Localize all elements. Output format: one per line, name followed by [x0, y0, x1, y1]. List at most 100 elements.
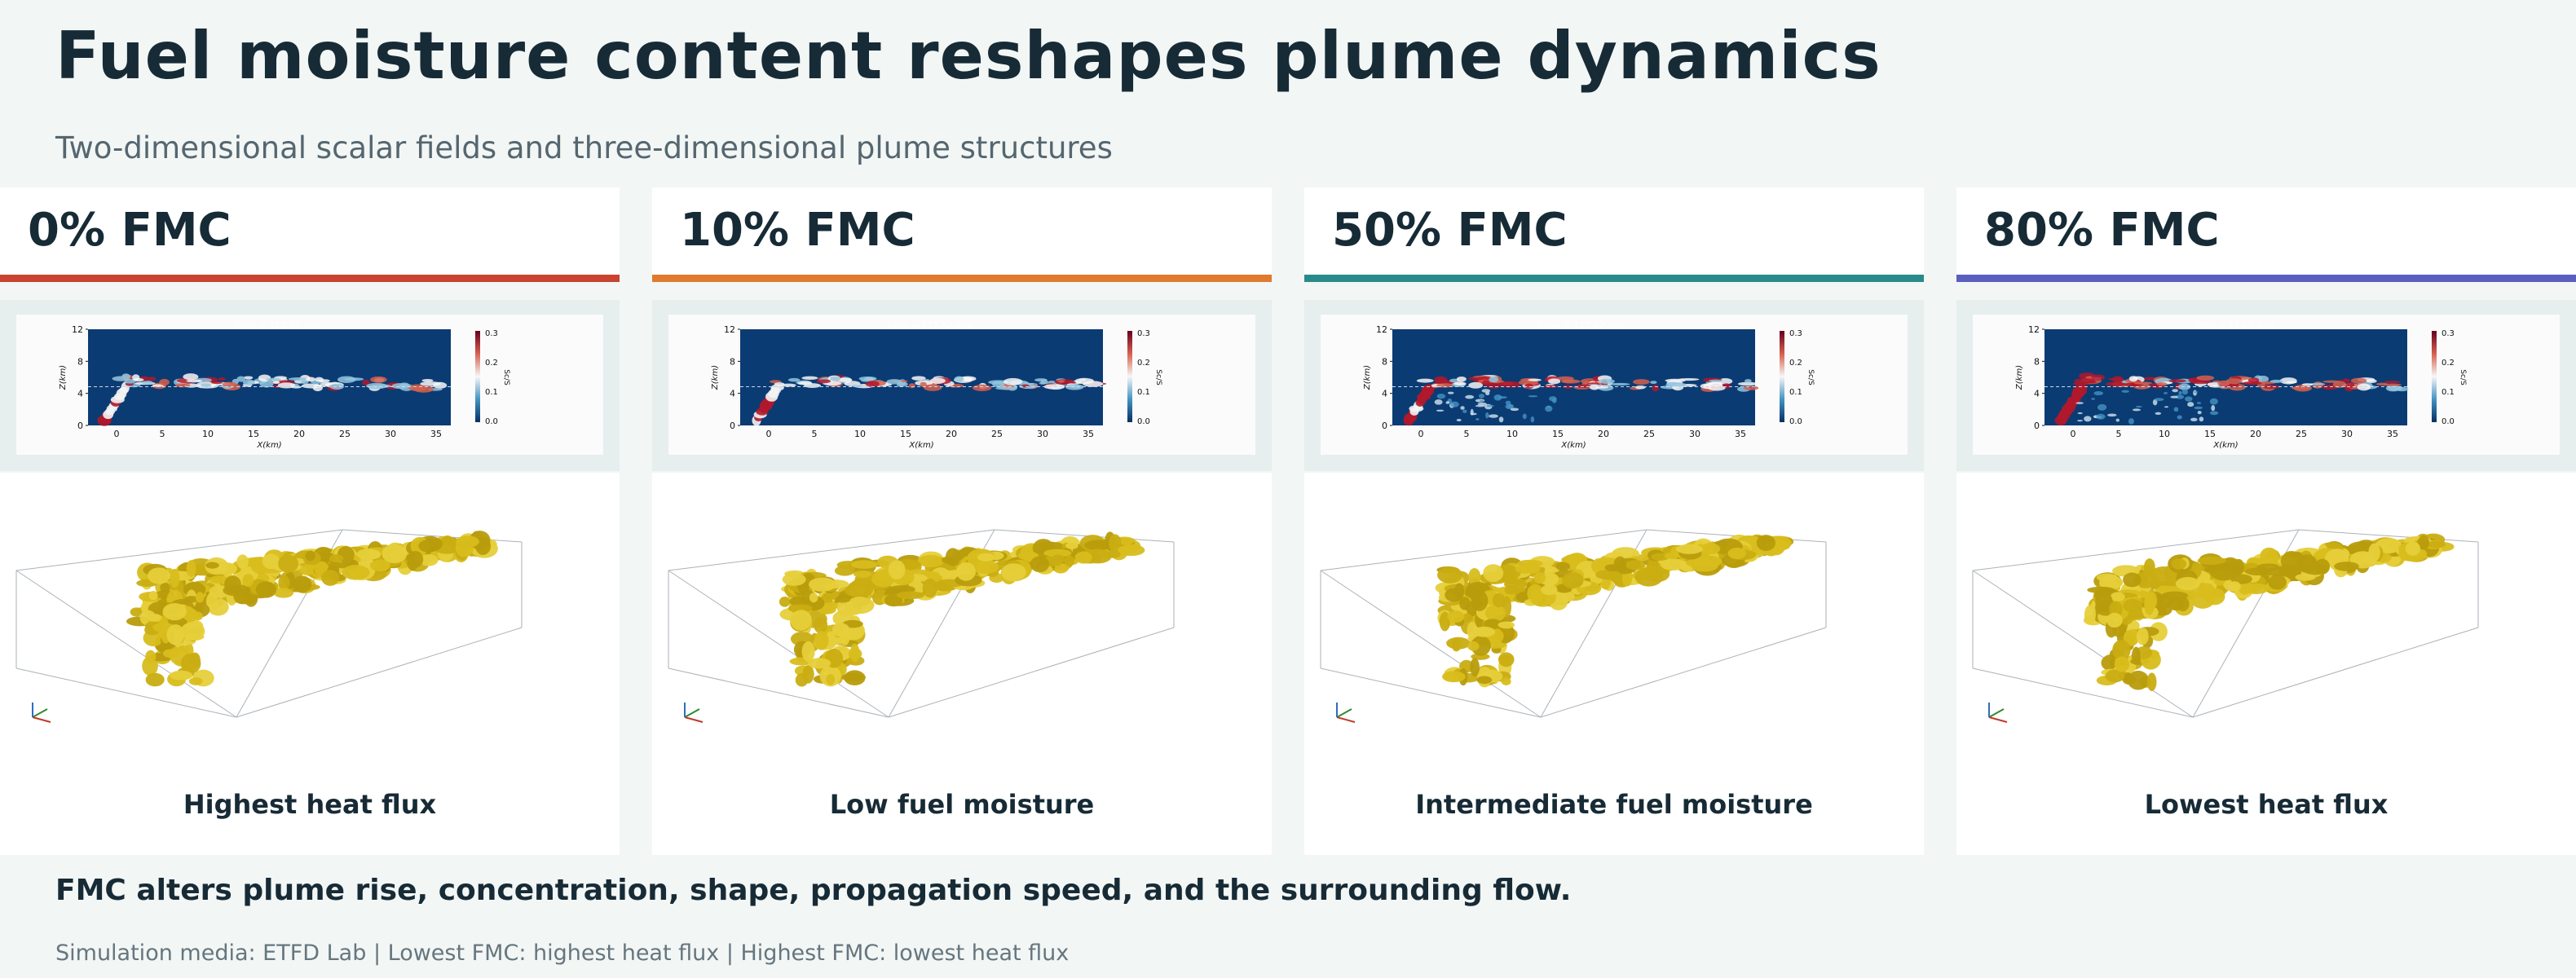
plume-cell	[292, 575, 312, 593]
plume-blob	[2170, 395, 2178, 399]
plume-cell	[1451, 637, 1462, 652]
plume-blob	[2087, 381, 2097, 384]
plume-blob	[774, 382, 785, 386]
plume-blob	[2193, 390, 2197, 396]
plume-cell	[418, 540, 439, 553]
x-tick-label: 15	[248, 429, 259, 439]
panel-header: 80% FMC	[1956, 187, 2576, 282]
panel-label: 50% FMC	[1332, 204, 1568, 257]
plume-blob	[1480, 400, 1484, 403]
y-tick-label: 8	[77, 356, 83, 367]
plume-blob	[1528, 378, 1542, 381]
colorbar-tick-label: 0.0	[485, 417, 498, 426]
plume-cell	[2158, 585, 2169, 593]
plume-blob	[911, 376, 926, 381]
plume-cell	[1109, 534, 1122, 553]
bounding-box-edge	[1320, 570, 1542, 718]
bounding-box-edge	[1972, 529, 2300, 571]
x-tick-label: 0	[114, 429, 120, 439]
plume-blob	[1595, 385, 1608, 389]
plume-cell	[1471, 636, 1491, 656]
plume-cell	[2243, 583, 2269, 595]
plume-cell	[1555, 562, 1571, 571]
plume-cell	[162, 603, 187, 621]
panel-label: 10% FMC	[680, 204, 915, 257]
accent-bar	[1304, 275, 1924, 282]
y-tick-label: 4	[77, 389, 83, 399]
plume-cell	[1106, 550, 1121, 558]
panel-caption: Lowest heat flux	[2144, 789, 2389, 820]
plume-blob	[186, 379, 202, 383]
plume-blob	[1561, 379, 1581, 384]
plume-cell	[1459, 597, 1471, 610]
plume-blob	[259, 380, 274, 388]
bounding-box-edge	[994, 529, 1175, 543]
plume-cell	[255, 581, 277, 598]
plume-cell	[1625, 560, 1646, 570]
plume-blob	[1528, 395, 1538, 398]
time-label: Time = 113.52 min	[1537, 320, 1625, 331]
plume-cell	[382, 544, 408, 564]
bounding-box-edge	[2192, 627, 2479, 718]
plume-cell	[808, 658, 831, 669]
plume-blob	[2209, 398, 2218, 405]
x-tick-label: 20	[946, 429, 957, 439]
plume-cell	[2203, 588, 2225, 606]
plume-blob	[1468, 381, 1484, 389]
plume-blob	[124, 378, 136, 384]
colorbar	[1780, 331, 1784, 422]
plume-cell	[1001, 563, 1026, 582]
plume-cell	[801, 641, 815, 662]
plume-blob	[1489, 376, 1499, 383]
plume-cell	[1117, 544, 1145, 557]
colorbar-tick-label: 0.2	[1137, 359, 1150, 368]
time-label: Time = 113.52 min	[885, 320, 973, 331]
plume-cell	[956, 562, 976, 581]
plume-blob	[2242, 381, 2262, 385]
bounding-box-edge	[1320, 667, 1542, 718]
fmc-panel-1: 10% FMC 12 8 4 0 0 5 10 15 20 25 30 35 X(km) Z(km) 0.3…	[652, 187, 1272, 855]
plume-blob	[1475, 418, 1480, 421]
plume-cell	[1665, 552, 1679, 559]
plume-cell	[809, 577, 836, 592]
plume-cell	[922, 578, 937, 598]
footer-note: Simulation media: ETFD Lab | Lowest FMC:…	[55, 941, 1070, 966]
plume-cell	[419, 554, 439, 566]
plume-cell	[1473, 626, 1496, 637]
plume-cell	[162, 649, 179, 659]
axis-triad-x	[1336, 716, 1356, 723]
plume-cell	[262, 553, 280, 570]
x-tick-label: 0	[2071, 429, 2076, 439]
bounding-box-edge	[15, 667, 237, 718]
axis-triad-x	[684, 716, 704, 723]
plume-blob	[1434, 399, 1443, 405]
x-tick-label: 5	[812, 429, 818, 439]
plume-cell	[2268, 575, 2287, 590]
plume-blob	[1524, 383, 1533, 390]
plume-cell	[2256, 563, 2280, 571]
page-subtitle: Two-dimensional scalar fields and three-…	[55, 130, 1113, 165]
plume-cell	[844, 583, 874, 598]
plume-blob	[929, 377, 946, 384]
plume-cell	[223, 584, 251, 597]
plume-cell	[2427, 540, 2446, 548]
x-tick-label: 35	[2387, 429, 2398, 439]
plume-cell	[305, 550, 315, 562]
plume-blob	[1493, 394, 1502, 401]
plume-cell	[1498, 621, 1515, 629]
plume-cell	[2136, 627, 2149, 645]
plume-blob	[797, 381, 813, 385]
plume-blob	[1599, 378, 1615, 385]
fmc-panel-3: 80% FMC 12 8 4 0 0 5 10 15 20 25 30 35 X(km) Z(km) 0.3…	[1956, 187, 2576, 855]
plume-blob	[1634, 385, 1646, 390]
plume-3d-section: Highest heat flux	[0, 473, 620, 855]
plume-blob	[2269, 379, 2283, 383]
plume-blob	[1481, 389, 1491, 393]
plume-cell	[455, 535, 479, 548]
plume-blob	[1456, 376, 1467, 382]
plume-cell	[1651, 553, 1670, 562]
plume-cell	[170, 670, 193, 681]
x-tick-label: 0	[766, 429, 772, 439]
axis-triad-x	[1988, 716, 2008, 723]
plume-blob	[2332, 381, 2347, 388]
